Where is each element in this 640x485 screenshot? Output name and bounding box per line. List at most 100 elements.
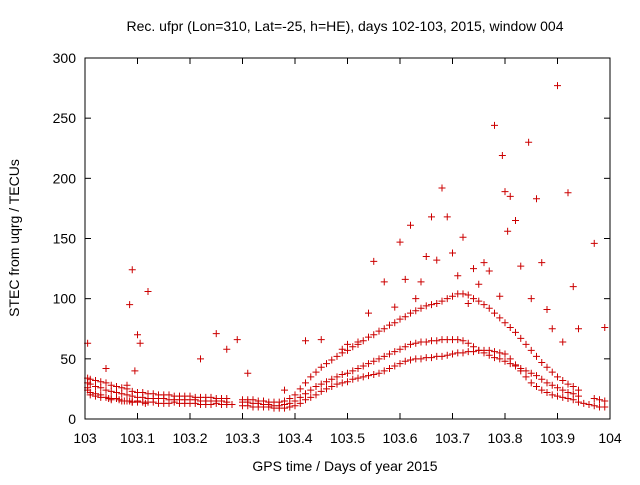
data-point-marker — [107, 387, 115, 395]
data-point-marker — [401, 357, 409, 365]
data-point-marker — [344, 369, 351, 377]
data-point-marker — [464, 291, 472, 299]
data-point-marker — [349, 343, 357, 351]
data-point-marker — [428, 354, 435, 362]
data-point-marker — [569, 396, 577, 404]
data-point-marker — [296, 399, 304, 407]
data-point-marker — [517, 334, 525, 342]
data-point-marker — [538, 259, 546, 267]
data-point-marker — [491, 348, 498, 356]
data-point-marker — [569, 283, 577, 291]
data-point-marker — [134, 331, 141, 339]
y-tick-label: 0 — [68, 411, 76, 427]
data-point-marker — [144, 287, 152, 295]
data-point-marker — [375, 369, 383, 377]
data-point-marker — [281, 397, 288, 405]
data-point-marker — [391, 348, 399, 356]
data-point-marker — [501, 357, 509, 365]
data-point-marker — [370, 257, 378, 265]
data-point-marker — [102, 364, 110, 372]
data-point-marker — [449, 249, 456, 257]
data-point-marker — [459, 349, 467, 357]
data-point-marker — [323, 385, 330, 393]
data-point-marker — [391, 319, 399, 327]
data-point-marker — [438, 184, 446, 192]
data-point-marker — [470, 295, 477, 303]
data-point-marker — [496, 314, 504, 322]
data-point-marker — [412, 295, 420, 303]
data-point-marker — [260, 397, 267, 405]
x-tick-label: 103.6 — [382, 430, 417, 446]
data-point-marker — [501, 319, 509, 327]
data-point-marker — [344, 346, 351, 354]
data-point-marker — [538, 386, 546, 394]
data-point-marker — [475, 280, 483, 288]
x-tick-label: 103 — [73, 430, 97, 446]
data-point-marker — [569, 390, 577, 398]
data-point-marker — [281, 386, 288, 394]
data-point-marker — [496, 292, 504, 300]
data-point-marker — [302, 337, 309, 345]
data-point-marker — [527, 379, 535, 387]
data-point-marker — [554, 82, 561, 90]
data-point-marker — [459, 233, 467, 241]
data-point-marker — [422, 338, 430, 346]
data-point-marker — [601, 403, 609, 411]
data-point-marker — [491, 309, 498, 317]
data-point-marker — [554, 392, 561, 400]
data-point-marker — [459, 290, 467, 298]
data-point-marker — [323, 360, 330, 368]
data-point-marker — [559, 386, 567, 394]
data-point-marker — [128, 387, 136, 395]
data-point-marker — [533, 372, 540, 380]
data-point-marker — [512, 362, 519, 370]
data-point-marker — [386, 350, 393, 358]
data-point-marker — [538, 375, 546, 383]
y-tick-label: 300 — [53, 50, 77, 66]
data-point-marker — [548, 325, 556, 333]
data-point-marker — [496, 349, 504, 357]
data-point-marker — [501, 188, 509, 196]
data-point-marker — [498, 151, 506, 159]
data-point-marker — [470, 343, 477, 351]
data-point-marker — [380, 278, 388, 286]
data-point-marker — [380, 325, 388, 333]
data-point-marker — [391, 303, 399, 311]
data-point-marker — [365, 309, 372, 317]
data-point-marker — [312, 368, 320, 376]
data-point-marker — [333, 373, 341, 381]
data-point-marker — [512, 216, 519, 224]
data-point-marker — [97, 384, 105, 392]
data-point-marker — [475, 297, 483, 305]
data-point-marker — [223, 395, 231, 403]
data-point-marker — [118, 390, 126, 398]
data-point-marker — [291, 397, 299, 405]
data-point-marker — [412, 307, 420, 315]
data-point-marker — [186, 392, 194, 400]
data-point-marker — [396, 238, 404, 246]
data-point-marker — [449, 350, 456, 358]
data-point-marker — [417, 304, 425, 312]
data-point-marker — [86, 391, 94, 399]
data-point-marker — [433, 299, 441, 307]
x-tick-label: 103.1 — [120, 430, 155, 446]
data-point-marker — [380, 367, 388, 375]
data-point-marker — [407, 356, 414, 364]
data-point-marker — [296, 393, 304, 401]
data-point-marker — [438, 352, 446, 360]
data-point-marker — [564, 389, 572, 397]
x-axis-label: GPS time / Days of year 2015 — [252, 458, 437, 474]
data-point-marker — [302, 390, 309, 398]
data-point-marker — [317, 380, 325, 388]
data-point-marker — [113, 389, 120, 397]
data-point-marker — [396, 345, 404, 353]
data-point-marker — [590, 395, 598, 403]
data-point-marker — [464, 339, 472, 347]
data-point-marker — [149, 390, 157, 398]
data-point-marker — [123, 391, 131, 399]
data-point-marker — [359, 362, 367, 370]
data-point-marker — [438, 297, 446, 305]
data-point-marker — [527, 346, 535, 354]
